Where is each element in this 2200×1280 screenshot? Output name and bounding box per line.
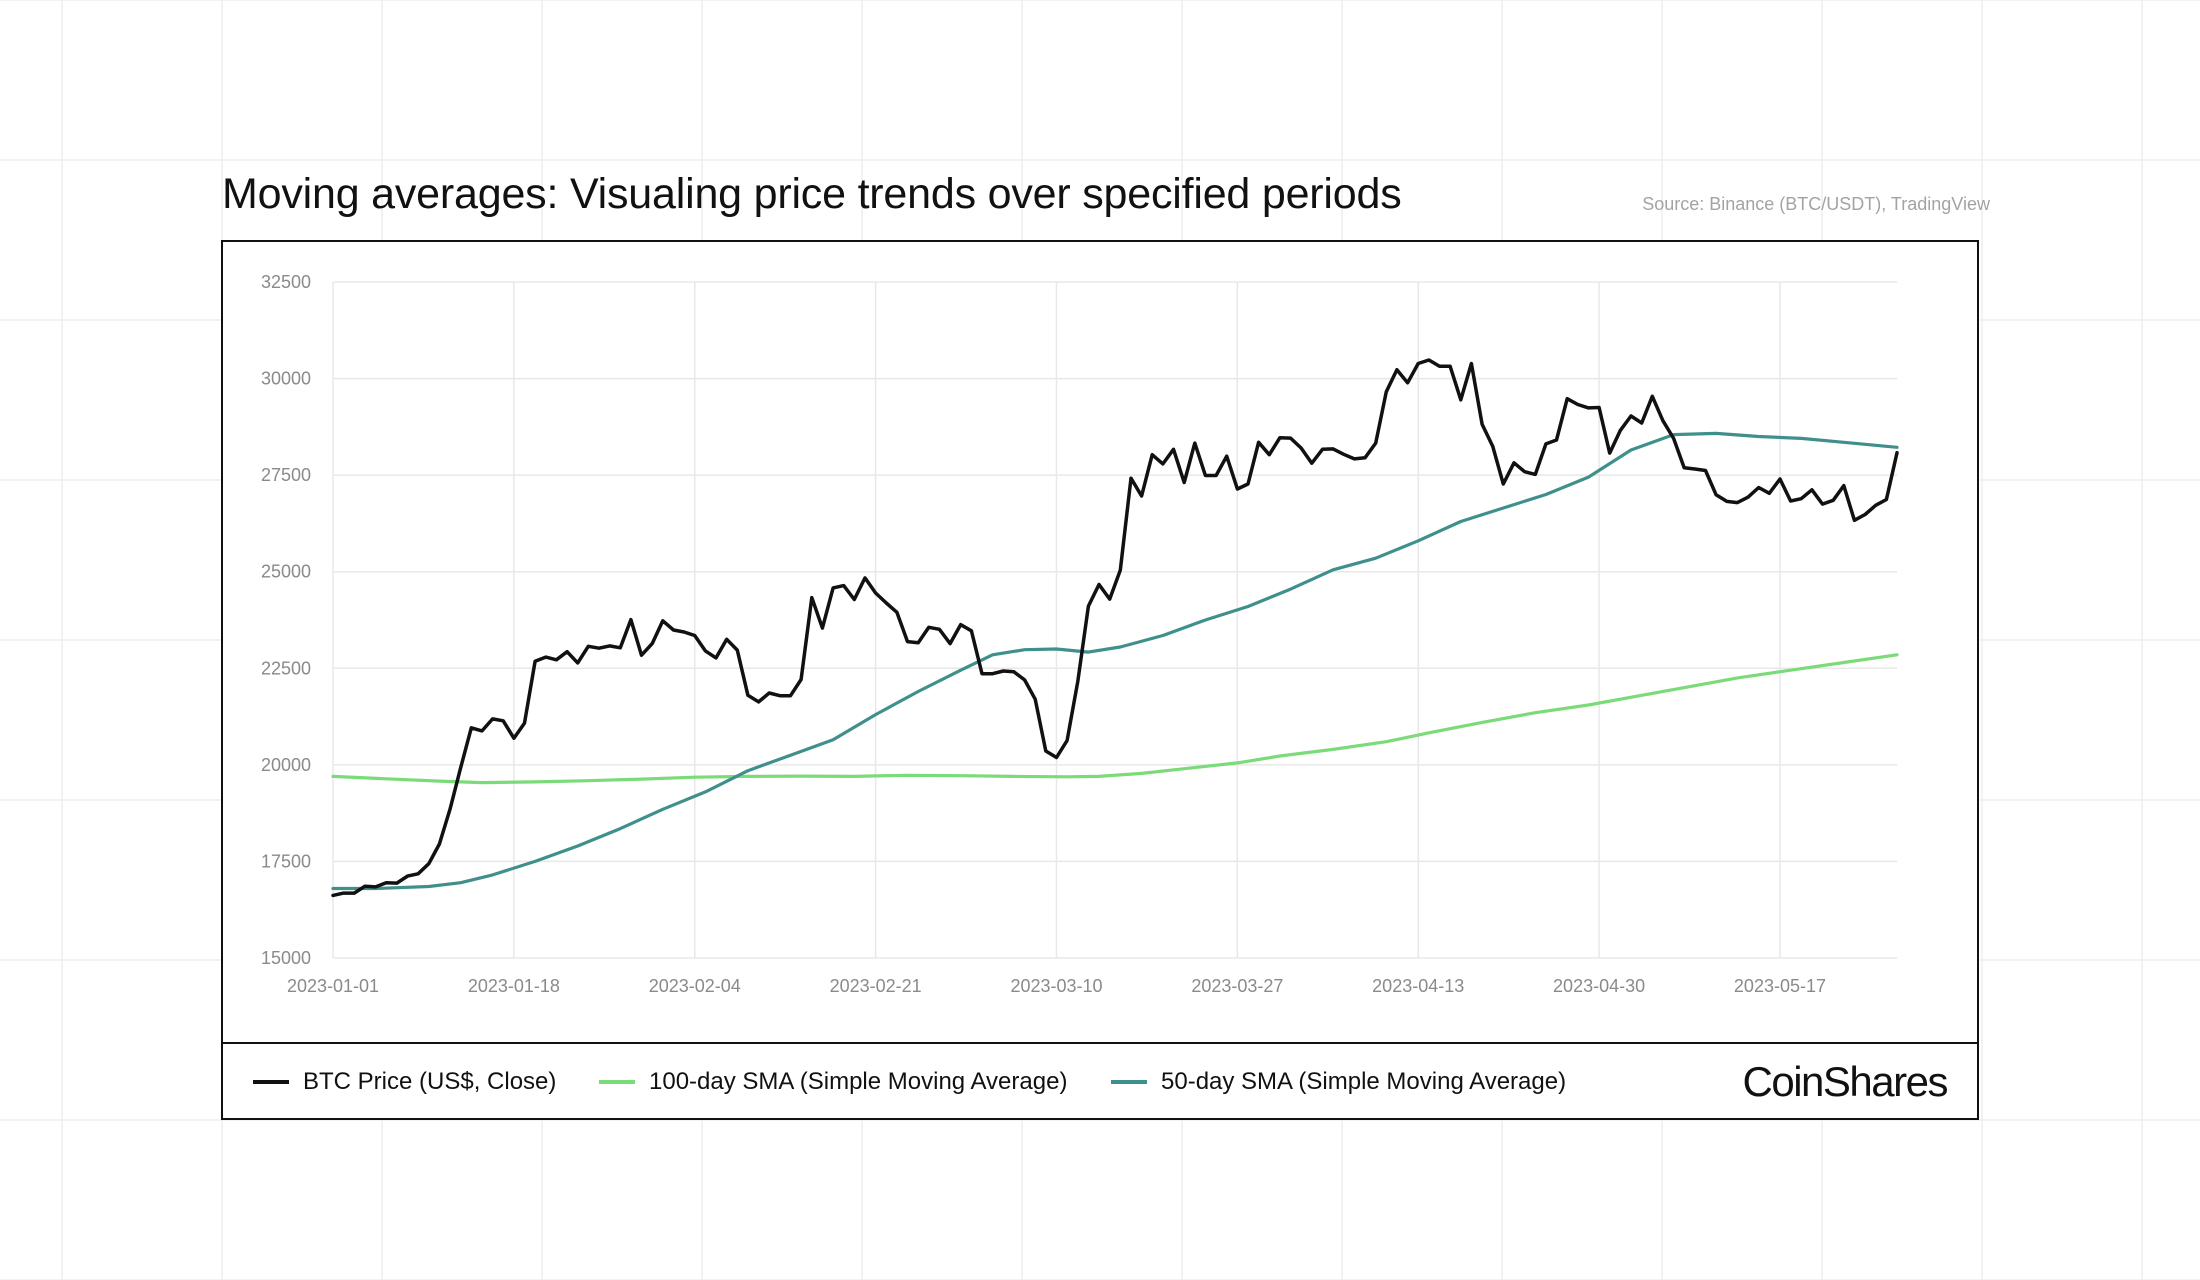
legend-label-sma100: 100-day SMA (Simple Moving Average) (649, 1068, 1068, 1095)
y-tick-label: 32500 (261, 272, 311, 292)
x-tick-label: 2023-04-30 (1553, 976, 1645, 996)
x-tick-label: 2023-01-01 (287, 976, 379, 996)
chart-frame: 15000 17500 20000 22500 25000 27500 30000 32500… (221, 240, 1979, 1120)
legend-swatch-sma100 (599, 1080, 635, 1084)
y-tick-label: 25000 (261, 562, 311, 582)
plot-area: 15000 17500 20000 22500 25000 27500 30000 32500… (261, 272, 1899, 996)
legend-item-sma100: 100-day SMA (Simple Moving Average) (599, 1044, 1067, 1120)
sma-100-line (331, 653, 1899, 785)
legend: BTC Price (US$, Close) 100-day SMA (Simp… (223, 1042, 1977, 1118)
y-tick-label: 15000 (261, 948, 311, 968)
btc-price-line (331, 358, 1899, 898)
coinshares-logo: CoinShares (1742, 1058, 1949, 1105)
x-tick-label: 2023-02-21 (830, 976, 922, 996)
x-tick-label: 2023-03-27 (1191, 976, 1283, 996)
x-tick-label: 2023-04-13 (1372, 976, 1464, 996)
sma-50-line (331, 431, 1899, 891)
legend-label-sma50: 50-day SMA (Simple Moving Average) (1161, 1068, 1567, 1095)
x-tick-label: 2023-03-10 (1010, 976, 1102, 996)
y-tick-label: 20000 (261, 755, 311, 775)
legend-swatch-btc (253, 1080, 289, 1084)
legend-item-btc: BTC Price (US$, Close) (253, 1044, 556, 1120)
y-tick-label: 27500 (261, 465, 311, 485)
legend-item-sma50: 50-day SMA (Simple Moving Average) (1111, 1044, 1566, 1120)
y-tick-label: 17500 (261, 851, 311, 871)
legend-swatch-sma50 (1111, 1080, 1147, 1084)
y-tick-label: 22500 (261, 658, 311, 678)
x-tick-label: 2023-05-17 (1734, 976, 1826, 996)
chart-title: Moving averages: Visualing price trends … (222, 170, 1402, 218)
legend-label-btc: BTC Price (US$, Close) (303, 1068, 557, 1095)
source-note: Source: Binance (BTC/USDT), TradingView (1642, 194, 1990, 214)
x-tick-label: 2023-01-18 (468, 976, 560, 996)
y-tick-label: 30000 (261, 369, 311, 389)
x-tick-label: 2023-02-04 (649, 976, 741, 996)
